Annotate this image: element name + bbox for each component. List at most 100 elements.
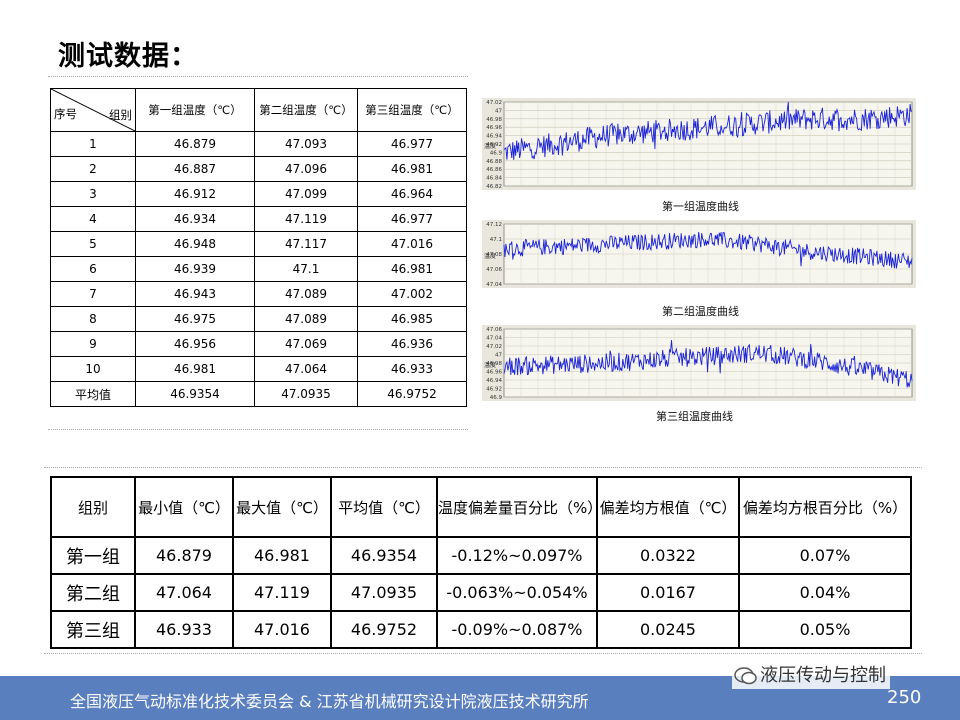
y-tick-label: 46.9 (490, 150, 503, 156)
row-index-cell: 1 (50, 131, 136, 157)
row-index-cell: 4 (50, 206, 136, 232)
y-tick-label: 46.94 (486, 378, 502, 384)
table-row: 9 46.956 47.069 46.936 (50, 331, 467, 357)
y-tick-label: 46.98 (486, 117, 502, 123)
temperature-cell: 46.887 (135, 156, 255, 182)
temperature-cell: 46.943 (135, 281, 255, 307)
temperature-cell: 46.933 (357, 356, 467, 382)
y-tick-label: 46.92 (486, 387, 502, 393)
stat-value-cell: 0.04% (738, 573, 912, 612)
y-tick-label: 47.04 (486, 336, 502, 342)
table-row: 平均值 46.9354 47.0935 46.9752 (50, 381, 467, 407)
chart-group1-temperature: 47.02 47 46.98 46.96 46.94 46.92 46.9 46.88 46.8… (482, 98, 916, 190)
y-tick-label: 47.02 (486, 344, 502, 350)
group-name-cell: 第二组 (50, 573, 136, 612)
row-index-cell: 10 (50, 356, 136, 382)
y-tick-label: 47 (495, 353, 502, 359)
watermark-label: 液压传动与控制 (732, 663, 890, 689)
stat-value-cell: 0.05% (738, 610, 912, 649)
stats-header-max: 最大值（℃） (232, 476, 332, 538)
table-row: 3 46.912 47.099 46.964 (50, 181, 467, 207)
stat-value-cell: 46.981 (232, 536, 332, 575)
temperature-cell: 46.981 (357, 156, 467, 182)
temperature-cell: 46.981 (357, 256, 467, 282)
y-tick-label: 47.1 (490, 237, 502, 243)
table-row: 4 46.934 47.119 46.977 (50, 206, 467, 232)
temperature-cell: 46.977 (357, 131, 467, 157)
row-index-cell: 平均值 (50, 381, 136, 407)
row-index-cell: 9 (50, 331, 136, 357)
temperature-cell: 46.934 (135, 206, 255, 232)
y-tick-label: 47.06 (486, 327, 502, 333)
stat-value-cell: 47.0935 (330, 573, 438, 612)
stat-value-cell: 47.016 (232, 610, 332, 649)
y-tick-label: 47.12 (486, 222, 502, 228)
temperature-cell: 46.9354 (135, 381, 255, 407)
temperature-cell: 47.002 (357, 281, 467, 307)
temperature-data-table: 序号 组别 第一组温度（℃） 第二组温度（℃） 第三组温度（℃） 1 46.879… (50, 88, 467, 407)
stat-value-cell: 0.0322 (596, 536, 740, 575)
table-row: 8 46.975 47.089 46.985 (50, 306, 467, 332)
temperature-series-line (503, 340, 913, 388)
stat-value-cell: 46.9752 (330, 610, 438, 649)
temperature-cell: 46.975 (135, 306, 255, 332)
y-tick-label: 46.96 (486, 125, 502, 131)
wechat-icon (734, 667, 757, 685)
temperature-cell: 47.069 (254, 331, 358, 357)
footer-text: 全国液压气动标准化技术委员会 & 江苏省机械研究设计院液压技术研究所 (70, 692, 589, 711)
chart-caption-2: 第二组温度曲线 (662, 305, 739, 318)
group-name-cell: 第三组 (50, 610, 136, 649)
y-tick-label: 47.06 (486, 267, 502, 273)
chart-caption-1: 第一组温度曲线 (662, 200, 739, 213)
temperature-cell: 47.119 (254, 206, 358, 232)
y-tick-label: 47.08 (486, 252, 502, 258)
y-axis-label: 温度 (484, 252, 496, 260)
row-index-cell: 2 (50, 156, 136, 182)
table-row: 2 46.887 47.096 46.981 (50, 156, 467, 182)
y-tick-label: 46.94 (486, 134, 502, 140)
header-group3: 第三组温度（℃） (357, 88, 467, 132)
stats-header-min: 最小值（℃） (134, 476, 234, 538)
temperature-cell: 47.064 (254, 356, 358, 382)
header-group1: 第一组温度（℃） (135, 88, 255, 132)
y-tick-label: 46.9 (490, 395, 503, 401)
temperature-cell: 47.099 (254, 181, 358, 207)
y-tick-label: 46.84 (486, 176, 502, 182)
y-tick-label: 47 (495, 108, 502, 114)
row-index-cell: 3 (50, 181, 136, 207)
diagonal-line (51, 89, 135, 131)
table-header-row: 序号 组别 第一组温度（℃） 第二组温度（℃） 第三组温度（℃） (50, 88, 467, 132)
y-tick-label: 47.02 (486, 100, 502, 106)
corner-label-row: 序号 (54, 107, 77, 121)
stats-header-group: 组别 (50, 476, 136, 538)
page-number: 250 (887, 687, 922, 708)
row-index-cell: 7 (50, 281, 136, 307)
temperature-cell: 46.956 (135, 331, 255, 357)
y-tick-label: 46.92 (486, 142, 502, 148)
table1-frame (48, 76, 468, 430)
table-row: 第二组 47.064 47.119 47.0935 -0.063%~0.054% 0.01… (50, 573, 912, 612)
stat-value-cell: -0.12%~0.097% (436, 536, 598, 575)
table-row: 6 46.939 47.1 46.981 (50, 256, 467, 282)
y-axis-label: 温度 (484, 361, 496, 369)
stat-value-cell: 46.879 (134, 536, 234, 575)
temperature-cell: 46.977 (357, 206, 467, 232)
temperature-series-line (503, 101, 913, 160)
chart-caption-3: 第三组温度曲线 (656, 410, 733, 423)
stat-value-cell: 47.064 (134, 573, 234, 612)
temperature-cell: 46.9752 (357, 381, 467, 407)
chart-svg: 47.06 47.04 47.02 47 46.98 46.96 46.94 46.92 46.… (484, 327, 913, 401)
y-axis-label: 温度 (484, 142, 496, 150)
temperature-cell: 46.964 (357, 181, 467, 207)
temperature-cell: 47.0935 (254, 381, 358, 407)
temperature-series-line (503, 231, 913, 269)
corner-header-cell: 序号 组别 (50, 88, 136, 132)
corner-label-col: 组别 (109, 108, 132, 122)
chart-svg: 47.12 47.1 47.08 47.06 47.04 温度 (484, 222, 913, 288)
temperature-cell: 47.089 (254, 306, 358, 332)
temperature-cell: 47.089 (254, 281, 358, 307)
footer-bar: 全国液压气动标准化技术委员会 & 江苏省机械研究设计院液压技术研究所 (0, 676, 960, 720)
stat-value-cell: -0.09%~0.087% (436, 610, 598, 649)
stats-header-deviation: 温度偏差量百分比（%） (436, 476, 602, 538)
y-tick-label: 46.86 (486, 167, 502, 173)
